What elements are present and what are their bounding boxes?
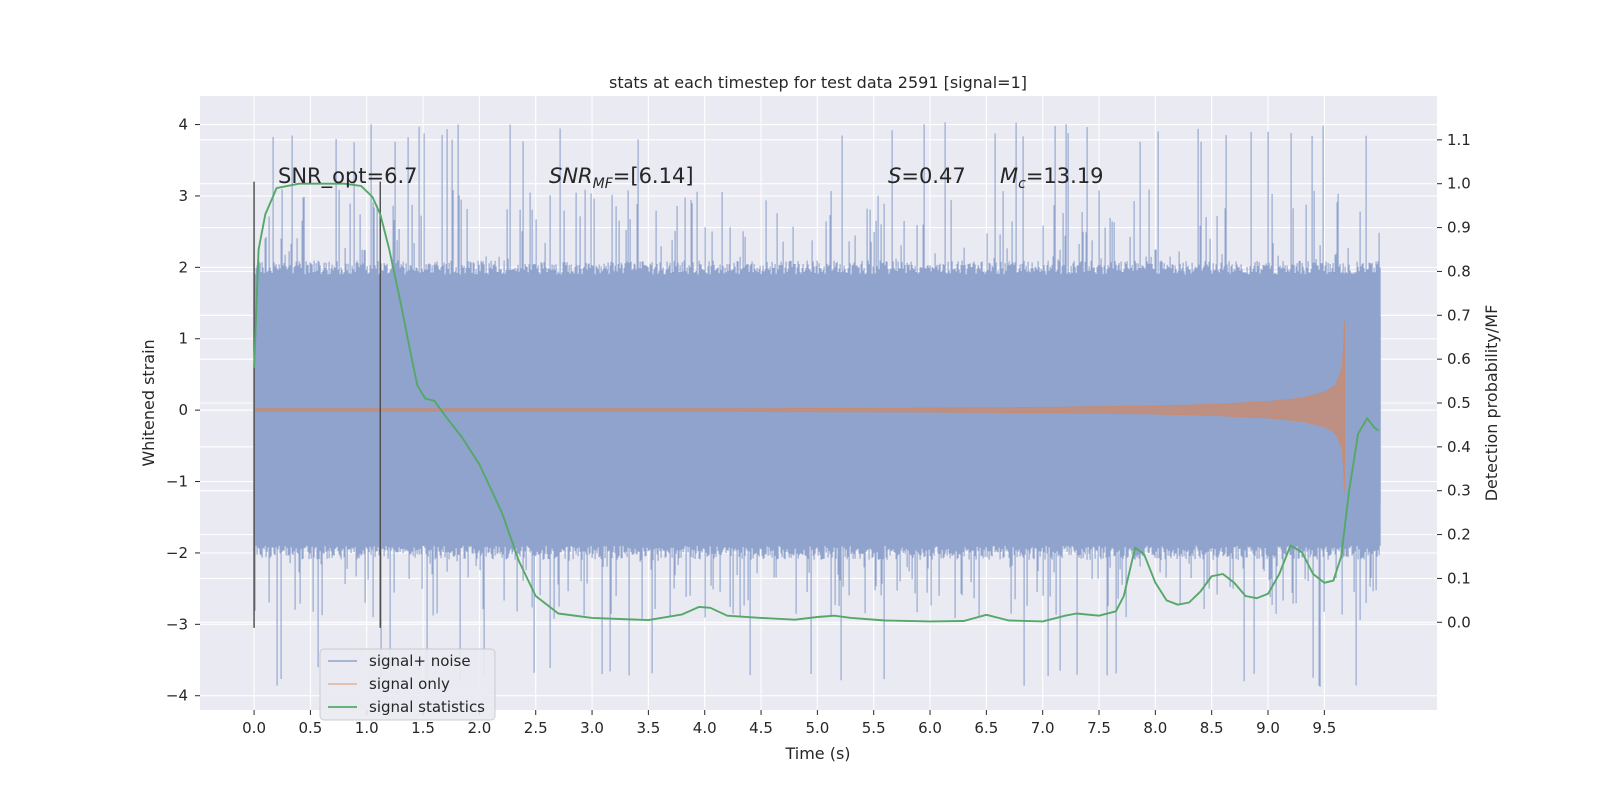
legend: signal+ noise signal only signal statist… [319, 648, 496, 721]
x-tick-label: 1.5 [411, 719, 435, 737]
x-tick-label: 4.5 [749, 719, 773, 737]
y-right-tick-label: 0.7 [1447, 306, 1471, 324]
x-tick-label: 1.0 [355, 719, 379, 737]
y-left-tick-label: −4 [166, 687, 188, 705]
snr-opt-annotation: SNR_opt=6.7 [278, 164, 418, 189]
x-tick-label: 5.0 [805, 719, 829, 737]
signal-statistics-line [253, 182, 1379, 623]
x-tick-label: 8.5 [1200, 719, 1224, 737]
mc-subscript: c [1018, 176, 1026, 192]
y-left-tick-label: 1 [178, 330, 188, 348]
left-y-axis-label: Whitened strain [139, 339, 158, 466]
legend-box [319, 648, 496, 721]
mc-symbol: M [1000, 164, 1018, 188]
y-left-tick-label: −1 [166, 473, 188, 491]
chart-title: stats at each timestep for test data 259… [609, 73, 1027, 92]
x-tick-label: 0.5 [298, 719, 322, 737]
chirp-mass-annotation: Mc=13.19 [1000, 164, 1104, 192]
s-value: =0.47 [901, 164, 965, 188]
y-right-tick-label: 0.6 [1447, 350, 1471, 368]
x-tick-label: 7.5 [1087, 719, 1111, 737]
y-left-tick-label: 2 [178, 258, 188, 276]
y-left-tick-label: −2 [166, 544, 188, 562]
mc-value: =13.19 [1026, 164, 1104, 188]
s-annotation: S=0.47 [888, 164, 966, 188]
vertical-markers [253, 181, 381, 628]
x-tick-label: 4.0 [693, 719, 717, 737]
y-right-tick-label: 0.9 [1447, 219, 1471, 237]
x-tick-label: 9.5 [1312, 719, 1336, 737]
right-y-axis-label: Detection probability/MF [1482, 305, 1501, 502]
snr-mf-value: =[6.14] [613, 164, 694, 188]
y-right-tick-label: 1.0 [1447, 175, 1471, 193]
x-tick-label: 3.5 [636, 719, 660, 737]
x-tick-label: 3.0 [580, 719, 604, 737]
x-tick-label: 7.0 [1031, 719, 1055, 737]
signal-only-series [253, 320, 1345, 493]
s-symbol: S [888, 164, 901, 188]
x-tick-label: 2.0 [467, 719, 491, 737]
legend-label-noise: signal+ noise [369, 652, 471, 670]
snr-mf-subscript: MF [593, 176, 614, 192]
y-left-tick-label: 4 [178, 116, 188, 134]
legend-label-signal: signal only [369, 675, 450, 693]
right-y-axis-ticks: 0.0 0.1 0.2 0.3 0.4 0.5 0.6 0.7 0.8 0.9 1.0 1.1 [1437, 131, 1471, 631]
y-right-tick-label: 1.1 [1447, 131, 1471, 149]
legend-label-statistics: signal statistics [369, 698, 485, 716]
x-tick-label: 6.5 [974, 719, 998, 737]
y-left-tick-label: 0 [178, 401, 188, 419]
snr-mf-symbol: SNR [549, 164, 593, 188]
y-right-tick-label: 0.4 [1447, 438, 1471, 456]
y-right-tick-label: 0.8 [1447, 262, 1471, 280]
snr-mf-annotation: SNRMF=[6.14] [549, 164, 694, 192]
left-y-axis-ticks: −4 −3 −2 −1 0 1 2 3 4 [166, 116, 200, 705]
y-right-tick-label: 0.3 [1447, 482, 1471, 500]
y-right-tick-label: 0.2 [1447, 526, 1471, 544]
y-right-tick-label: 0.5 [1447, 394, 1471, 412]
y-right-tick-label: 0.0 [1447, 613, 1471, 631]
y-right-tick-label: 0.1 [1447, 569, 1471, 587]
x-tick-label: 9.0 [1256, 719, 1280, 737]
x-tick-label: 5.5 [862, 719, 886, 737]
x-axis-ticks: 0.0 0.5 1.0 1.5 2.0 2.5 3.0 3.5 4.0 4.5 5.0 5.5 6.0 6… [242, 710, 1336, 737]
y-left-tick-label: −3 [166, 615, 188, 633]
signal-only-chirp [253, 320, 1345, 493]
x-tick-label: 8.0 [1143, 719, 1167, 737]
y-left-tick-label: 3 [178, 187, 188, 205]
x-tick-label: 0.0 [242, 719, 266, 737]
signal-statistics-series [253, 182, 1379, 623]
x-tick-label: 6.0 [918, 719, 942, 737]
x-axis-label: Time (s) [784, 744, 850, 763]
x-tick-label: 2.5 [524, 719, 548, 737]
